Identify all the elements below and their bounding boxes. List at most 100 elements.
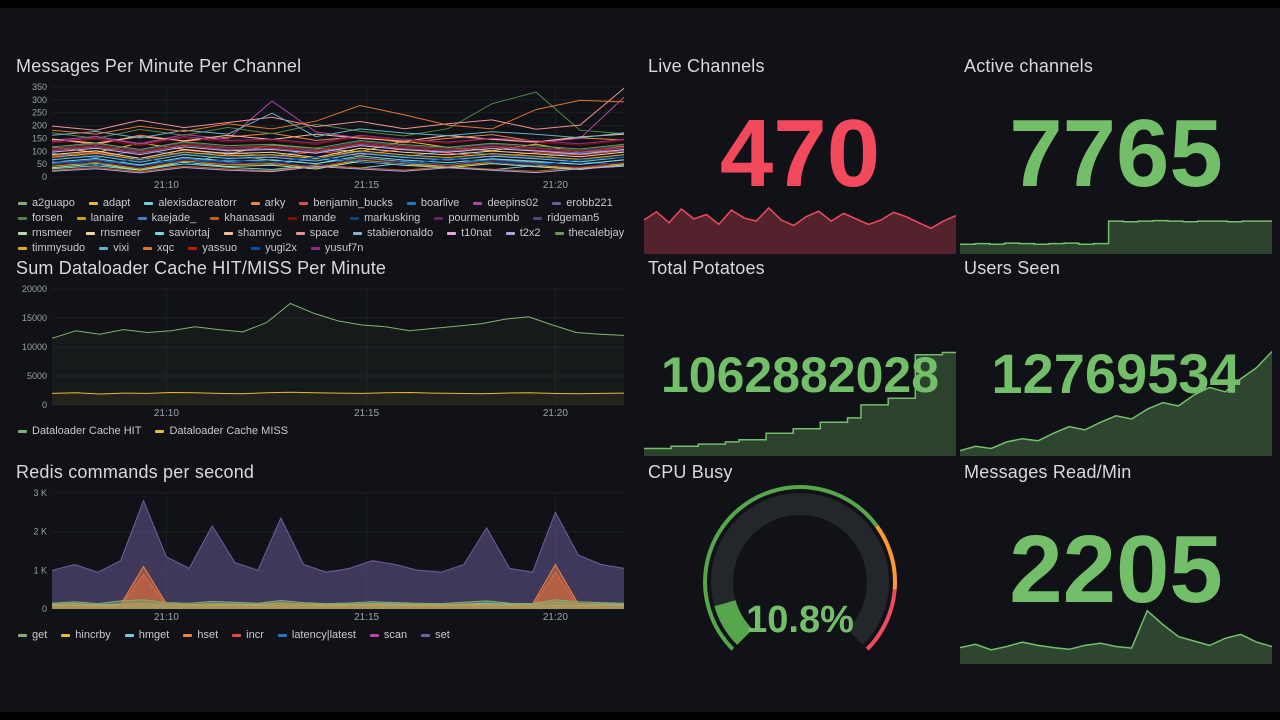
messages-read-value: 2205 xyxy=(1009,516,1223,623)
legend-label: yugi2x xyxy=(265,242,297,254)
legend-label: boarlive xyxy=(420,197,460,209)
legend-item[interactable]: mande xyxy=(288,212,336,224)
panel-title-users-seen[interactable]: Users Seen xyxy=(964,258,1061,278)
legend-item[interactable]: yassuo xyxy=(188,242,237,254)
svg-text:250: 250 xyxy=(32,108,47,118)
legend-label: mande xyxy=(302,212,337,224)
grafana-dashboard: Messages Per Minute Per Channel 0 50 100 15… xyxy=(0,8,1280,712)
panel-title-active-channels[interactable]: Active channels xyxy=(964,56,1094,76)
legend-label: a2guapo xyxy=(32,197,75,209)
legend-swatch-icon xyxy=(154,231,164,235)
panel-title-messages[interactable]: Messages Per Minute Per Channel xyxy=(16,56,302,76)
legend-label: stabieronaldo xyxy=(367,227,434,239)
panel-title-redis[interactable]: Redis commands per second xyxy=(16,462,255,482)
legend-swatch-icon xyxy=(88,201,98,205)
legend-item[interactable]: hmget xyxy=(124,629,169,641)
legend-item[interactable]: incr xyxy=(232,629,264,641)
legend-label: thecalebjay xyxy=(568,227,625,239)
legend-item[interactable]: markusking xyxy=(350,212,420,224)
legend-swatch-icon xyxy=(183,633,193,637)
svg-text:21:10: 21:10 xyxy=(154,612,179,623)
panel-title-dataloader[interactable]: Sum Dataloader Cache HIT/MISS Per Minute xyxy=(16,258,387,278)
legend-item[interactable]: get xyxy=(18,629,47,641)
legend-swatch-icon xyxy=(137,216,147,220)
legend-item[interactable]: khanasadi xyxy=(210,212,274,224)
legend-swatch-icon xyxy=(353,231,363,235)
legend-item[interactable]: yugi2x xyxy=(251,242,297,254)
panel-title-live-channels[interactable]: Live Channels xyxy=(648,56,765,76)
svg-text:1 K: 1 K xyxy=(33,565,47,575)
legend-item[interactable]: boarlive xyxy=(406,197,460,209)
users-seen-value: 12769534 xyxy=(991,342,1241,405)
legend-item[interactable]: erobb221 xyxy=(552,197,613,209)
svg-text:21:20: 21:20 xyxy=(543,180,568,191)
legend-item[interactable]: alexisdacreatorr xyxy=(144,197,237,209)
legend-item[interactable]: yusuf7n xyxy=(310,242,363,254)
legend-item[interactable]: set xyxy=(421,629,450,641)
legend-item[interactable]: latency|latest xyxy=(277,629,356,641)
legend-swatch-icon xyxy=(288,216,298,220)
legend-item[interactable]: lanaire xyxy=(76,212,124,224)
svg-text:100: 100 xyxy=(32,146,47,156)
legend-item[interactable]: t2x2 xyxy=(505,227,541,239)
legend-label: incr xyxy=(246,629,264,641)
legend-item[interactable]: shamnyc xyxy=(223,227,282,239)
svg-text:0: 0 xyxy=(42,604,47,614)
legend-swatch-icon xyxy=(18,633,27,637)
messages-per-minute-chart[interactable]: 0 50 100 150 200 250 300 350 21:10 21:15 21:20 xyxy=(16,83,630,191)
legend-item[interactable]: xqc xyxy=(143,242,174,254)
svg-text:21:10: 21:10 xyxy=(154,408,179,419)
legend-label: khanasadi xyxy=(224,212,275,224)
redis-commands-chart[interactable]: 0 1 K 2 K 3 K 21:10 21:15 21:20 xyxy=(16,489,630,623)
total-potatoes-sparkline xyxy=(644,351,956,456)
legend-swatch-icon xyxy=(251,246,261,250)
legend-item[interactable]: timmysudo xyxy=(18,242,85,254)
legend-item[interactable]: stabieronaldo xyxy=(353,227,433,239)
legend-item[interactable]: deepins02 xyxy=(473,197,538,209)
panel-title-cpu-busy[interactable]: CPU Busy xyxy=(648,462,733,482)
legend-item[interactable]: rnsmeer xyxy=(86,227,141,239)
legend-label: deepins02 xyxy=(487,197,539,209)
svg-text:300: 300 xyxy=(32,95,47,105)
svg-text:21:20: 21:20 xyxy=(543,612,568,623)
panel-title-messages-read[interactable]: Messages Read/Min xyxy=(964,462,1132,482)
legend-item[interactable]: ridgeman5 xyxy=(533,212,599,224)
legend-item[interactable]: t10nat xyxy=(447,227,492,239)
svg-text:20000: 20000 xyxy=(22,285,47,294)
legend-item[interactable]: adapt xyxy=(88,197,130,209)
legend-item[interactable]: benjamin_bucks xyxy=(299,197,393,209)
legend-item[interactable]: hincrby xyxy=(61,629,111,641)
legend-swatch-icon xyxy=(421,633,431,637)
panel-title-total-potatoes[interactable]: Total Potatoes xyxy=(648,258,765,278)
legend-item[interactable]: hset xyxy=(183,629,218,641)
legend-swatch-icon xyxy=(533,216,543,220)
legend-item[interactable]: forsen xyxy=(18,212,63,224)
dataloader-cache-chart[interactable]: 0 5000 10000 15000 20000 21:10 21:15 21:20 xyxy=(16,285,630,419)
svg-text:150: 150 xyxy=(32,133,47,143)
legend-swatch-icon xyxy=(143,246,153,250)
legend-swatch-icon xyxy=(223,231,233,235)
legend-label: Dataloader Cache HIT xyxy=(32,425,142,437)
legend-swatch-icon xyxy=(76,216,86,220)
legend-item[interactable]: rnsmeer xyxy=(18,227,72,239)
legend-item[interactable]: thecalebjay xyxy=(554,227,625,239)
legend-item[interactable]: Dataloader Cache HIT xyxy=(18,425,141,437)
messages-read-sparkline xyxy=(960,609,1272,664)
legend-item[interactable]: vixi xyxy=(99,242,129,254)
legend-item[interactable]: a2guapo xyxy=(18,197,75,209)
legend-item[interactable]: space xyxy=(295,227,339,239)
legend-swatch-icon xyxy=(210,216,220,220)
svg-text:50: 50 xyxy=(37,159,47,169)
legend-label: scan xyxy=(383,629,408,641)
legend-label: kaejade_ xyxy=(151,212,197,224)
legend-item[interactable]: scan xyxy=(369,629,408,641)
legend-item[interactable]: pourmenumbb xyxy=(434,212,519,224)
panel-live-channels: Live Channels 470 xyxy=(644,46,956,254)
legend-item[interactable]: saviortaj xyxy=(154,227,210,239)
panel-dataloader-cache: Sum Dataloader Cache HIT/MISS Per Minute… xyxy=(8,248,638,450)
legend-label: xqc xyxy=(157,242,175,254)
legend-item[interactable]: Dataloader Cache MISS xyxy=(155,425,288,437)
legend-item[interactable]: kaejade_ xyxy=(137,212,197,224)
svg-text:21:10: 21:10 xyxy=(154,180,179,191)
legend-item[interactable]: arky xyxy=(250,197,285,209)
